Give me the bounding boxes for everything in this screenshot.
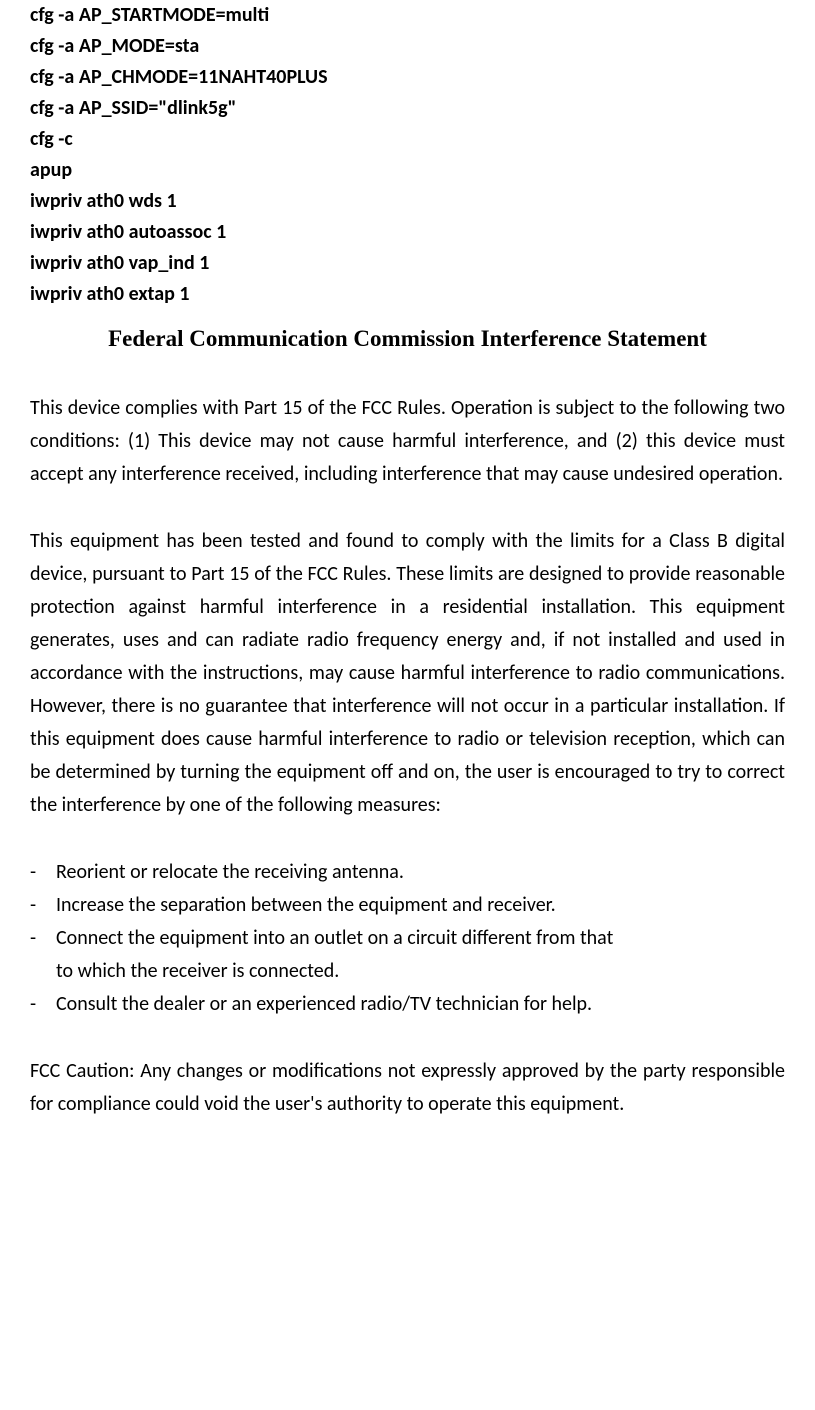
list-item: - Reorient or relocate the receiving ant… <box>30 856 785 889</box>
command-line: cfg -c <box>30 124 785 155</box>
list-item: - Increase the separation between the eq… <box>30 889 785 922</box>
fcc-caution-paragraph: FCC Caution: Any changes or modification… <box>30 1055 785 1121</box>
fcc-measures-list: - Reorient or relocate the receiving ant… <box>30 856 785 1021</box>
command-block: cfg -a AP_STARTMODE=multi cfg -a AP_MODE… <box>30 0 785 310</box>
command-line: iwpriv ath0 vap_ind 1 <box>30 248 785 279</box>
list-item-text: Consult the dealer or an experienced rad… <box>56 988 785 1021</box>
fcc-heading: Federal Communication Commission Interfe… <box>30 326 785 352</box>
list-item-text: Increase the separation between the equi… <box>56 889 785 922</box>
command-line: cfg -a AP_CHMODE=11NAHT40PLUS <box>30 62 785 93</box>
fcc-compliance-paragraph: This device complies with Part 15 of the… <box>30 392 785 491</box>
list-item-continuation: to which the receiver is connected. <box>30 955 785 988</box>
list-item: - Connect the equipment into an outlet o… <box>30 922 785 955</box>
fcc-classb-paragraph: This equipment has been tested and found… <box>30 525 785 822</box>
list-item-text: Connect the equipment into an outlet on … <box>56 922 785 955</box>
command-line: iwpriv ath0 autoassoc 1 <box>30 217 785 248</box>
command-line: iwpriv ath0 extap 1 <box>30 279 785 310</box>
list-dash-icon: - <box>30 988 56 1021</box>
list-item-text: Reorient or relocate the receiving anten… <box>56 856 785 889</box>
command-line: cfg -a AP_MODE=sta <box>30 31 785 62</box>
list-item: - Consult the dealer or an experienced r… <box>30 988 785 1021</box>
list-dash-icon: - <box>30 889 56 922</box>
command-line: cfg -a AP_SSID="dlink5g" <box>30 93 785 124</box>
list-dash-icon: - <box>30 856 56 889</box>
command-line: iwpriv ath0 wds 1 <box>30 186 785 217</box>
list-dash-icon: - <box>30 922 56 955</box>
command-line: apup <box>30 155 785 186</box>
command-line: cfg -a AP_STARTMODE=multi <box>30 0 785 31</box>
